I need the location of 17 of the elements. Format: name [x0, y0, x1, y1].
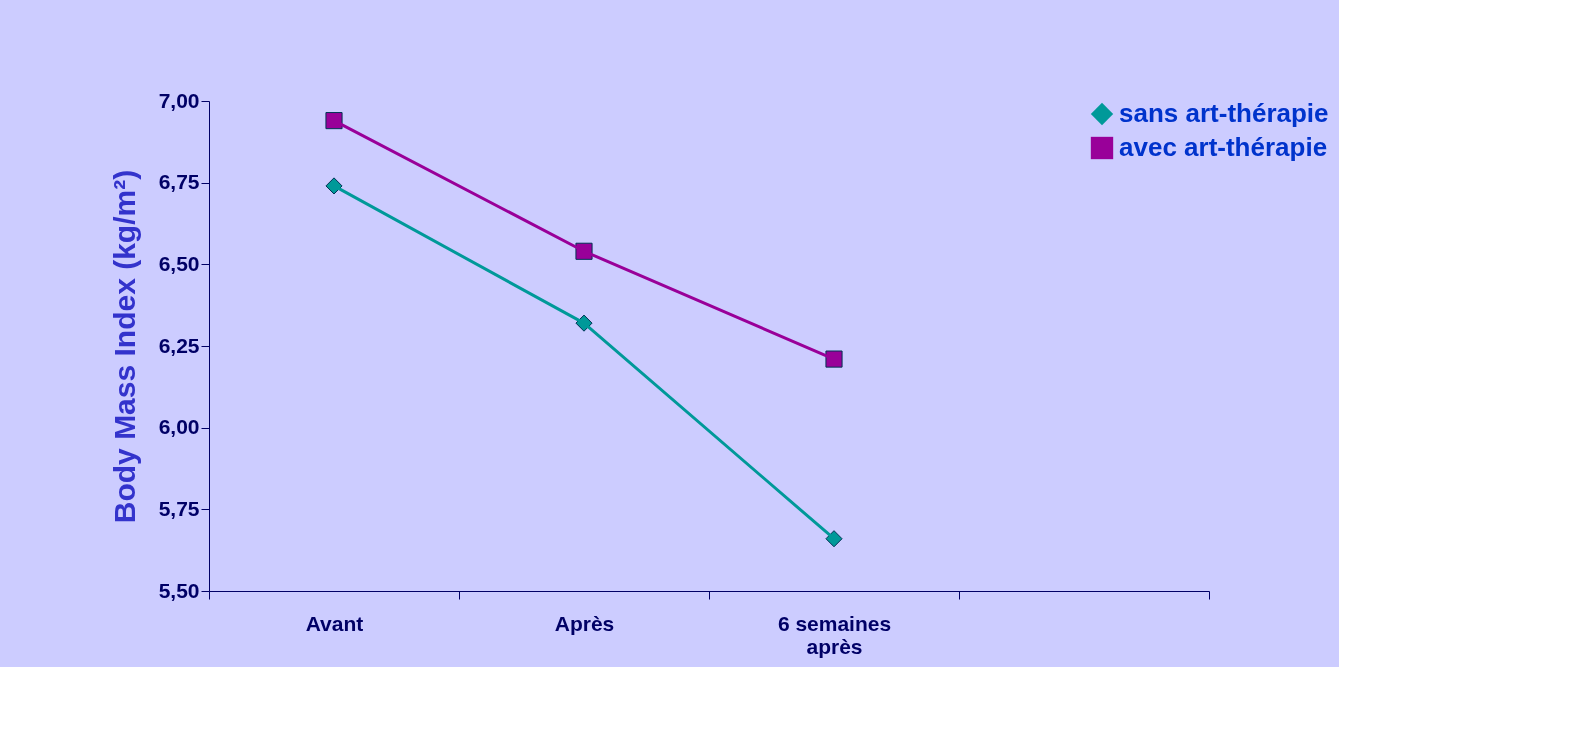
y-tick-label: 7,00	[158, 88, 200, 112]
point	[325, 112, 343, 130]
y-tick-label: 5,75	[158, 496, 200, 520]
y-axis-title: Body Mass Index (kg/m²)	[107, 169, 141, 524]
y-tick-label: 6,25	[158, 333, 200, 357]
x-tick-label: Avant	[305, 611, 364, 635]
point	[825, 530, 843, 548]
y-tick-label: 6,00	[158, 415, 200, 439]
y-tick-label: 5,50	[158, 578, 200, 602]
legend-label: avec art-thérapie	[1119, 132, 1328, 162]
x-tick-label: Après	[554, 611, 615, 635]
y-tick-label: 6,75	[158, 170, 200, 194]
y-tick-label: 6,50	[158, 251, 200, 275]
x-tick-label: 6 semaines après	[777, 611, 892, 658]
point	[325, 177, 343, 195]
point	[825, 350, 843, 368]
legend-label: sans art-thérapie	[1119, 98, 1329, 128]
